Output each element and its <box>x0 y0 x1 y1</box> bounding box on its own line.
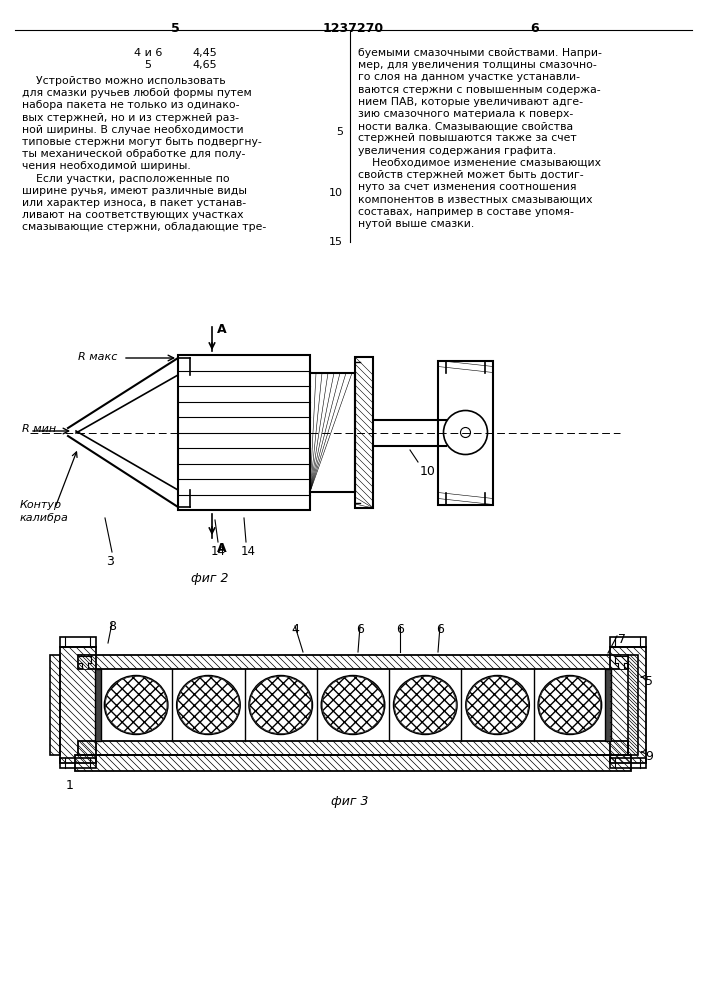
Ellipse shape <box>105 676 167 734</box>
Ellipse shape <box>394 675 457 735</box>
Text: А: А <box>217 542 227 555</box>
Text: 15: 15 <box>329 237 343 247</box>
Bar <box>79 656 91 663</box>
Text: 1: 1 <box>66 779 74 792</box>
Text: смазывающие стержни, обладающие тре-: смазывающие стержни, обладающие тре- <box>22 222 267 232</box>
Ellipse shape <box>322 676 384 734</box>
Text: составах, например в составе упомя-: составах, например в составе упомя- <box>358 207 574 217</box>
Bar <box>60 647 96 763</box>
Bar <box>618 656 624 668</box>
Text: ваются стержни с повышенным содержа-: ваются стержни с повышенным содержа- <box>358 85 601 95</box>
Text: мер, для увеличения толщины смазочно-: мер, для увеличения толщины смазочно- <box>358 60 597 70</box>
Text: 14: 14 <box>211 545 226 558</box>
Text: 8: 8 <box>108 620 116 633</box>
Text: ной ширины. В случае необходимости: ной ширины. В случае необходимости <box>22 125 244 135</box>
Text: го слоя на данном участке устанавли-: го слоя на данном участке устанавли- <box>358 72 580 82</box>
Bar <box>95 669 101 741</box>
Bar <box>50 655 60 755</box>
Text: 14: 14 <box>240 545 255 558</box>
Text: ности валка. Смазывающие свойства: ности валка. Смазывающие свойства <box>358 121 573 131</box>
Ellipse shape <box>539 676 601 734</box>
Text: ливают на соответствующих участках: ливают на соответствующих участках <box>22 210 243 220</box>
Text: 10: 10 <box>420 465 436 478</box>
Ellipse shape <box>395 676 456 734</box>
Text: чения необходимой ширины.: чения необходимой ширины. <box>22 161 191 171</box>
Text: набора пакета не только из одинако-: набора пакета не только из одинако- <box>22 100 240 110</box>
Bar <box>615 656 627 663</box>
Text: или характер износа, в пакет устанав-: или характер износа, в пакет устанав- <box>22 198 246 208</box>
Text: буемыми смазочными свойствами. Напри-: буемыми смазочными свойствами. Напри- <box>358 48 602 58</box>
Text: Устройство можно использовать: Устройство можно использовать <box>22 76 226 86</box>
Bar <box>610 637 646 647</box>
Text: стержней повышаются также за счет: стержней повышаются также за счет <box>358 133 577 143</box>
Text: 5: 5 <box>144 60 151 70</box>
Text: 4,65: 4,65 <box>193 60 217 70</box>
Text: Контур: Контур <box>20 500 62 510</box>
Text: 5: 5 <box>336 127 343 137</box>
Text: 6: 6 <box>356 623 364 636</box>
Text: А: А <box>217 323 227 336</box>
Text: нием ПАВ, которые увеличивают адге-: нием ПАВ, которые увеличивают адге- <box>358 97 583 107</box>
Ellipse shape <box>177 676 239 734</box>
Text: для смазки ручьев любой формы путем: для смазки ручьев любой формы путем <box>22 88 252 98</box>
Text: калибра: калибра <box>20 513 69 523</box>
Text: 4,45: 4,45 <box>192 48 217 58</box>
Bar <box>78 655 628 669</box>
Text: Необходимое изменение смазывающих: Необходимое изменение смазывающих <box>358 158 601 168</box>
Text: фиг 3: фиг 3 <box>332 795 369 808</box>
Text: зию смазочного материала к поверх-: зию смазочного материала к поверх- <box>358 109 573 119</box>
Text: 6: 6 <box>531 22 539 35</box>
Bar <box>60 758 96 768</box>
Text: 4: 4 <box>291 623 299 636</box>
Text: вых стержней, но и из стержней раз-: вых стержней, но и из стержней раз- <box>22 113 239 123</box>
Text: 4 и 6: 4 и 6 <box>134 48 162 58</box>
Text: компонентов в известных смазывающих: компонентов в известных смазывающих <box>358 194 592 204</box>
Text: R макс: R макс <box>78 352 117 362</box>
Bar <box>355 357 373 508</box>
Text: типовые стержни могут быть подвергну-: типовые стержни могут быть подвергну- <box>22 137 262 147</box>
Bar <box>75 755 631 771</box>
Ellipse shape <box>538 675 602 735</box>
Ellipse shape <box>467 676 528 734</box>
Ellipse shape <box>321 675 385 735</box>
Ellipse shape <box>177 675 240 735</box>
Text: 9: 9 <box>645 750 653 763</box>
Text: увеличения содержания графита.: увеличения содержания графита. <box>358 146 556 156</box>
Text: 1237270: 1237270 <box>322 22 384 35</box>
Text: 5: 5 <box>645 675 653 688</box>
Text: 6: 6 <box>396 623 404 636</box>
Ellipse shape <box>105 675 168 735</box>
Bar <box>605 669 611 741</box>
Bar <box>610 758 646 768</box>
Text: R мин: R мин <box>22 424 56 434</box>
Text: 3: 3 <box>106 555 114 568</box>
Text: ширине ручья, имеют различные виды: ширине ручья, имеют различные виды <box>22 186 247 196</box>
Ellipse shape <box>466 675 530 735</box>
Text: 7: 7 <box>618 633 626 646</box>
Text: нуто за счет изменения соотношения: нуто за счет изменения соотношения <box>358 182 576 192</box>
Text: фиг 2: фиг 2 <box>192 572 229 585</box>
Text: нутой выше смазки.: нутой выше смазки. <box>358 219 474 229</box>
Bar <box>60 637 96 647</box>
Text: 6: 6 <box>436 623 444 636</box>
Bar <box>82 656 88 668</box>
Text: 5: 5 <box>170 22 180 35</box>
Ellipse shape <box>250 676 312 734</box>
Ellipse shape <box>249 675 312 735</box>
Bar <box>610 647 646 763</box>
Text: ты механической обработке для полу-: ты механической обработке для полу- <box>22 149 245 159</box>
Bar <box>178 355 310 510</box>
Text: свойств стержней может быть достиг-: свойств стержней может быть достиг- <box>358 170 583 180</box>
Bar <box>628 655 638 755</box>
Text: 10: 10 <box>329 188 343 198</box>
Bar <box>78 741 628 755</box>
Text: Если участки, расположенные по: Если участки, расположенные по <box>22 174 230 184</box>
Bar <box>438 360 493 504</box>
